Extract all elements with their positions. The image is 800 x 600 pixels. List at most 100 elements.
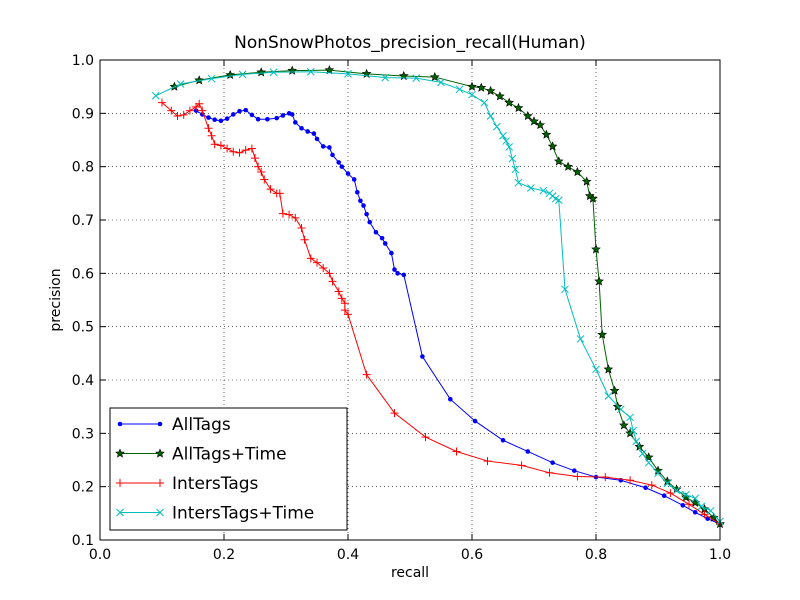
data-point (634, 441, 645, 451)
data-point (324, 65, 335, 75)
y-axis-title: precision (48, 268, 64, 331)
data-point (204, 124, 213, 133)
data-point (257, 168, 266, 176)
legend-label: AllTags+Time (172, 445, 287, 465)
data-point (572, 468, 577, 473)
x-tick-label: 0.2 (213, 547, 235, 563)
data-point (511, 165, 520, 174)
data-point (573, 472, 582, 481)
data-point (289, 112, 295, 117)
data-point (626, 413, 634, 422)
data-point (550, 460, 555, 465)
data-point (367, 219, 373, 225)
x-tick-label: 0.8 (585, 547, 607, 563)
y-tick-label: 1.0 (72, 53, 94, 69)
data-point (224, 116, 230, 121)
data-point (265, 116, 270, 122)
data-point (300, 235, 309, 244)
data-point (194, 75, 205, 85)
data-point (235, 148, 244, 157)
y-tick-label: 0.3 (72, 426, 94, 442)
data-point (355, 189, 360, 195)
data-point (632, 437, 641, 446)
data-point (643, 485, 648, 491)
data-point (644, 458, 653, 467)
data-point (486, 112, 495, 120)
data-point (266, 185, 275, 194)
data-point (251, 154, 259, 163)
series-alltags-time (169, 65, 725, 529)
legend-box (109, 407, 348, 531)
y-tick-label: 0.8 (72, 160, 94, 176)
y-tick-label: 0.4 (72, 373, 94, 389)
y-tick-label: 0.9 (72, 106, 94, 122)
data-point (401, 272, 407, 278)
data-point (275, 189, 284, 198)
data-point (167, 106, 176, 115)
x-axis-title: recall (391, 565, 429, 581)
data-point (237, 108, 242, 114)
legend-marker (156, 479, 164, 487)
data-point (499, 131, 507, 140)
data-point (483, 457, 492, 466)
legend-marker (116, 508, 124, 517)
data-point (395, 271, 400, 276)
data-point (535, 119, 546, 130)
data-point (467, 81, 477, 91)
data-point (468, 90, 476, 99)
series-line (174, 69, 721, 525)
data-point (210, 140, 219, 149)
data-point (293, 120, 298, 125)
data-point (169, 81, 180, 91)
data-point (390, 409, 399, 418)
data-point (223, 144, 232, 153)
data-point (297, 224, 306, 232)
data-point (344, 310, 352, 319)
plot-frame (99, 59, 721, 541)
series-interstags (158, 98, 724, 528)
x-tick-label: 0.4 (337, 547, 359, 563)
data-point (661, 493, 667, 499)
data-point (151, 91, 160, 100)
legend-marker (115, 448, 125, 458)
data-point (218, 118, 224, 124)
data-point (206, 115, 211, 120)
data-point (313, 258, 321, 267)
data-point (619, 420, 629, 430)
ticks: 0.0 0.2 0.4 0.6 0.8 1.0 0.1 0.2 0.3 0.4 0.5 0.6 0.7 0… (72, 53, 731, 563)
data-point (476, 82, 487, 92)
y-tick-label: 0.7 (72, 213, 94, 229)
data-point (185, 106, 194, 115)
x-tick-label: 0.0 (89, 547, 111, 563)
legend-marker (156, 508, 164, 517)
data-point (505, 143, 514, 151)
data-point (597, 329, 608, 339)
data-point (305, 129, 311, 134)
data-point (691, 494, 700, 503)
data-point (692, 509, 698, 515)
data-point (616, 405, 625, 414)
data-point (195, 99, 204, 108)
legend-marker (157, 421, 163, 427)
data-point (626, 476, 635, 485)
data-point (255, 116, 261, 122)
chart-title: NonSnowPhotos_precision_recall(Human) (234, 33, 586, 53)
data-point (249, 112, 255, 118)
series-alltags (193, 107, 723, 527)
data-point (382, 241, 388, 246)
data-point (654, 469, 662, 478)
data-point (527, 184, 535, 192)
data-point (327, 145, 332, 150)
data-point (508, 154, 517, 163)
legend-label: IntersTags+Time (172, 504, 314, 524)
data-point (514, 178, 523, 187)
data-point (480, 98, 489, 107)
data-point (554, 196, 563, 205)
y-tick-label: 0.1 (72, 533, 94, 549)
data-point (212, 117, 217, 123)
data-point (325, 269, 334, 278)
data-point (299, 125, 304, 131)
data-point (563, 161, 573, 171)
data-point (311, 131, 317, 136)
data-point (513, 102, 524, 113)
